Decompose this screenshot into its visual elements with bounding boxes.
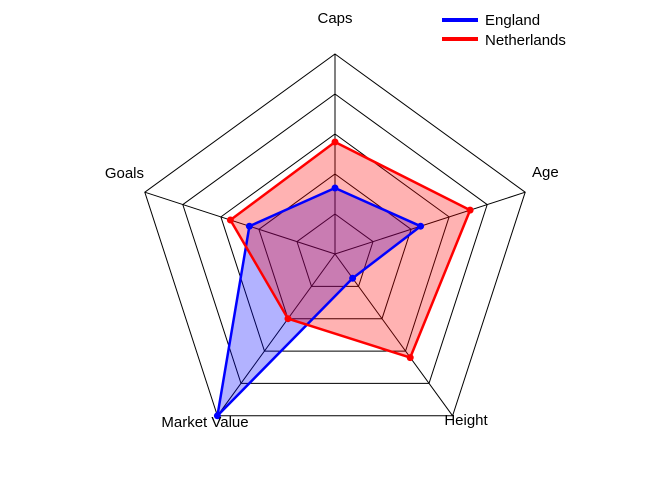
axis-labels: Caps Age Height Market Value Goals xyxy=(105,10,559,431)
axis-label-caps: Caps xyxy=(317,10,352,27)
point-england-height xyxy=(349,274,357,282)
point-netherlands-caps xyxy=(331,138,339,146)
spoke-goals xyxy=(144,191,336,255)
radar-grid xyxy=(144,53,526,417)
grid-ring-5 xyxy=(144,53,526,417)
legend-label-england: England xyxy=(485,12,540,29)
point-netherlands-market-value xyxy=(284,315,292,323)
point-england-goals xyxy=(245,222,253,230)
point-england-age xyxy=(417,222,425,230)
spoke-age xyxy=(334,191,526,255)
axis-label-market-value: Market Value xyxy=(161,414,248,431)
series-line-england xyxy=(216,186,422,418)
grid-ring-1 xyxy=(296,213,374,287)
legend: England Netherlands xyxy=(442,12,566,49)
axis-label-height: Height xyxy=(444,412,488,429)
point-netherlands-height xyxy=(406,354,414,362)
grid-ring-4 xyxy=(182,93,488,384)
axis-label-goals: Goals xyxy=(105,165,144,182)
radar-series xyxy=(213,138,474,420)
grid-ring-3 xyxy=(220,133,450,352)
point-netherlands-age xyxy=(466,206,474,214)
point-netherlands-goals xyxy=(226,216,234,224)
spoke-market-value xyxy=(216,253,336,417)
point-england-caps xyxy=(331,184,339,192)
axis-label-age: Age xyxy=(532,164,559,181)
series-area-england xyxy=(217,188,421,416)
grid-ring-2 xyxy=(258,173,412,320)
legend-label-netherlands: Netherlands xyxy=(485,32,566,49)
point-england-market-value xyxy=(213,412,221,420)
series-line-netherlands xyxy=(229,140,472,359)
series-area-netherlands xyxy=(230,142,471,358)
